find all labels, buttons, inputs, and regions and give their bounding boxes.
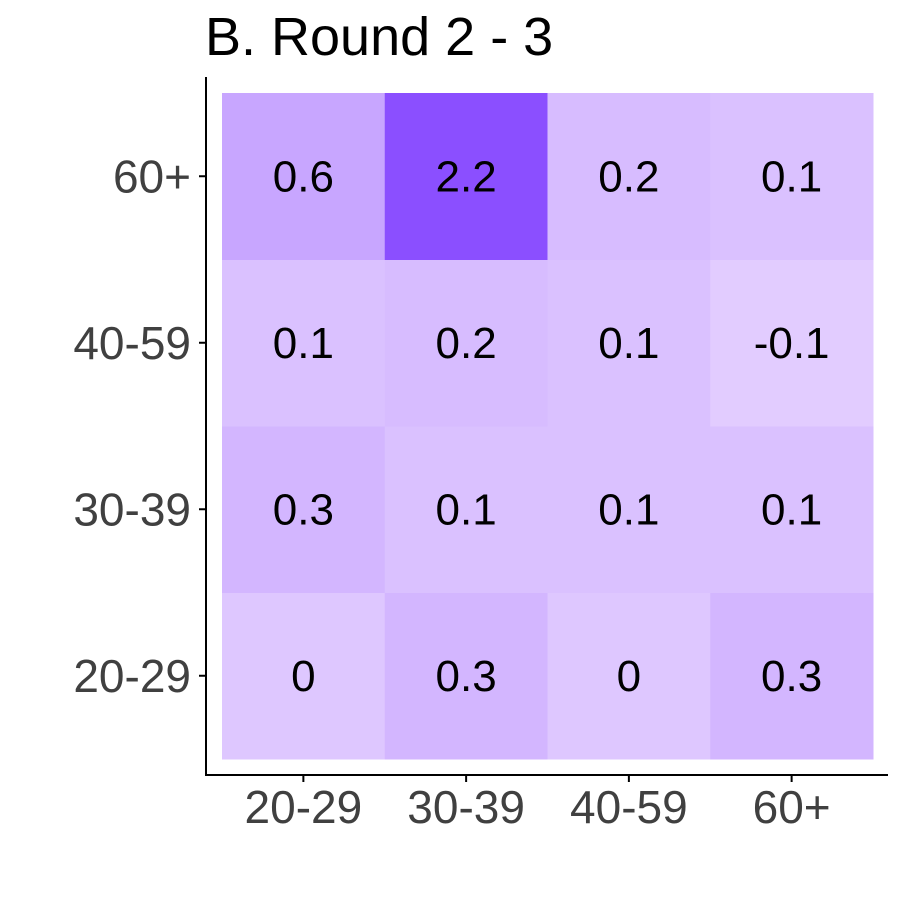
cell-value-label-x-40-59-y-60plus: 0.2	[598, 152, 659, 201]
heatmap-cell-x-30-39-y-30-39	[384, 426, 548, 593]
cell-value-label-x-60plus-y-30-39: 0.1	[761, 485, 822, 534]
x-tick-label-40-59: 40-59	[570, 781, 688, 833]
cell-value-label-x-20-29-y-30-39: 0.3	[273, 485, 334, 534]
heatmap-cell-x-60plus-y-60plus	[710, 93, 874, 260]
y-tick-label-30-39: 30-39	[73, 483, 191, 535]
heatmap-cell-x-60plus-y-30-39	[710, 426, 874, 593]
heatmap-cell-x-60plus-y-20-29	[710, 592, 874, 760]
heatmap-cell-x-20-29-y-60plus	[222, 93, 386, 260]
cell-value-label-x-40-59-y-20-29: 0	[617, 652, 641, 701]
cell-value-label-x-60plus-y-40-59: -0.1	[754, 319, 830, 368]
heatmap-cell-x-20-29-y-40-59	[222, 259, 386, 427]
y-tick-label-60plus: 60+	[113, 150, 191, 202]
cell-value-label-x-30-39-y-20-29: 0.3	[436, 652, 497, 701]
x-axis-ticks: 20-29 30-39 40-59 60+	[245, 775, 831, 833]
cell-value-label-x-20-29-y-60plus: 0.6	[273, 152, 334, 201]
y-tick-label-20-29: 20-29	[73, 650, 191, 702]
heatmap-cell-x-60plus-y-40-59	[710, 259, 874, 427]
heatmap-cell-x-30-39-y-20-29	[384, 592, 548, 760]
heatmap-cell-x-40-59-y-20-29	[547, 592, 711, 760]
x-tick-label-20-29: 20-29	[245, 781, 363, 833]
x-tick-label-60plus: 60+	[753, 781, 831, 833]
heatmap-cell-x-20-29-y-30-39	[222, 426, 386, 593]
heatmap-cell-x-40-59-y-40-59	[547, 259, 711, 427]
cell-value-label-x-30-39-y-60plus: 2.2	[436, 152, 497, 201]
x-tick-label-30-39: 30-39	[407, 781, 525, 833]
y-tick-label-40-59: 40-59	[73, 317, 191, 369]
cell-value-label-x-30-39-y-40-59: 0.2	[436, 319, 497, 368]
heatmap-cell-x-30-39-y-60plus	[384, 93, 548, 260]
heatmap-cell-x-20-29-y-20-29	[222, 592, 386, 760]
y-axis-ticks: 20-29 30-39 40-59 60+	[73, 150, 206, 702]
heatmap-cells	[222, 93, 874, 760]
chart-title: B. Round 2 - 3	[205, 7, 553, 67]
cell-value-label-x-40-59-y-30-39: 0.1	[598, 485, 659, 534]
cell-value-label-x-40-59-y-40-59: 0.1	[598, 319, 659, 368]
cell-value-label-x-30-39-y-30-39: 0.1	[436, 485, 497, 534]
heatmap-cell-x-40-59-y-30-39	[547, 426, 711, 593]
cell-value-label-x-20-29-y-40-59: 0.1	[273, 319, 334, 368]
cell-value-label-x-60plus-y-20-29: 0.3	[761, 652, 822, 701]
heatmap-cell-labels: 0 0.3 0 0.3 0.3 0.1 0.1 0.1 0.1 0.2 0.1 -0.1 0.6 2.2 0…	[273, 152, 830, 701]
cell-value-label-x-20-29-y-20-29: 0	[291, 652, 315, 701]
heatmap-cell-x-40-59-y-60plus	[547, 93, 711, 260]
cell-value-label-x-60plus-y-60plus: 0.1	[761, 152, 822, 201]
heatmap-cell-x-30-39-y-40-59	[384, 259, 548, 427]
